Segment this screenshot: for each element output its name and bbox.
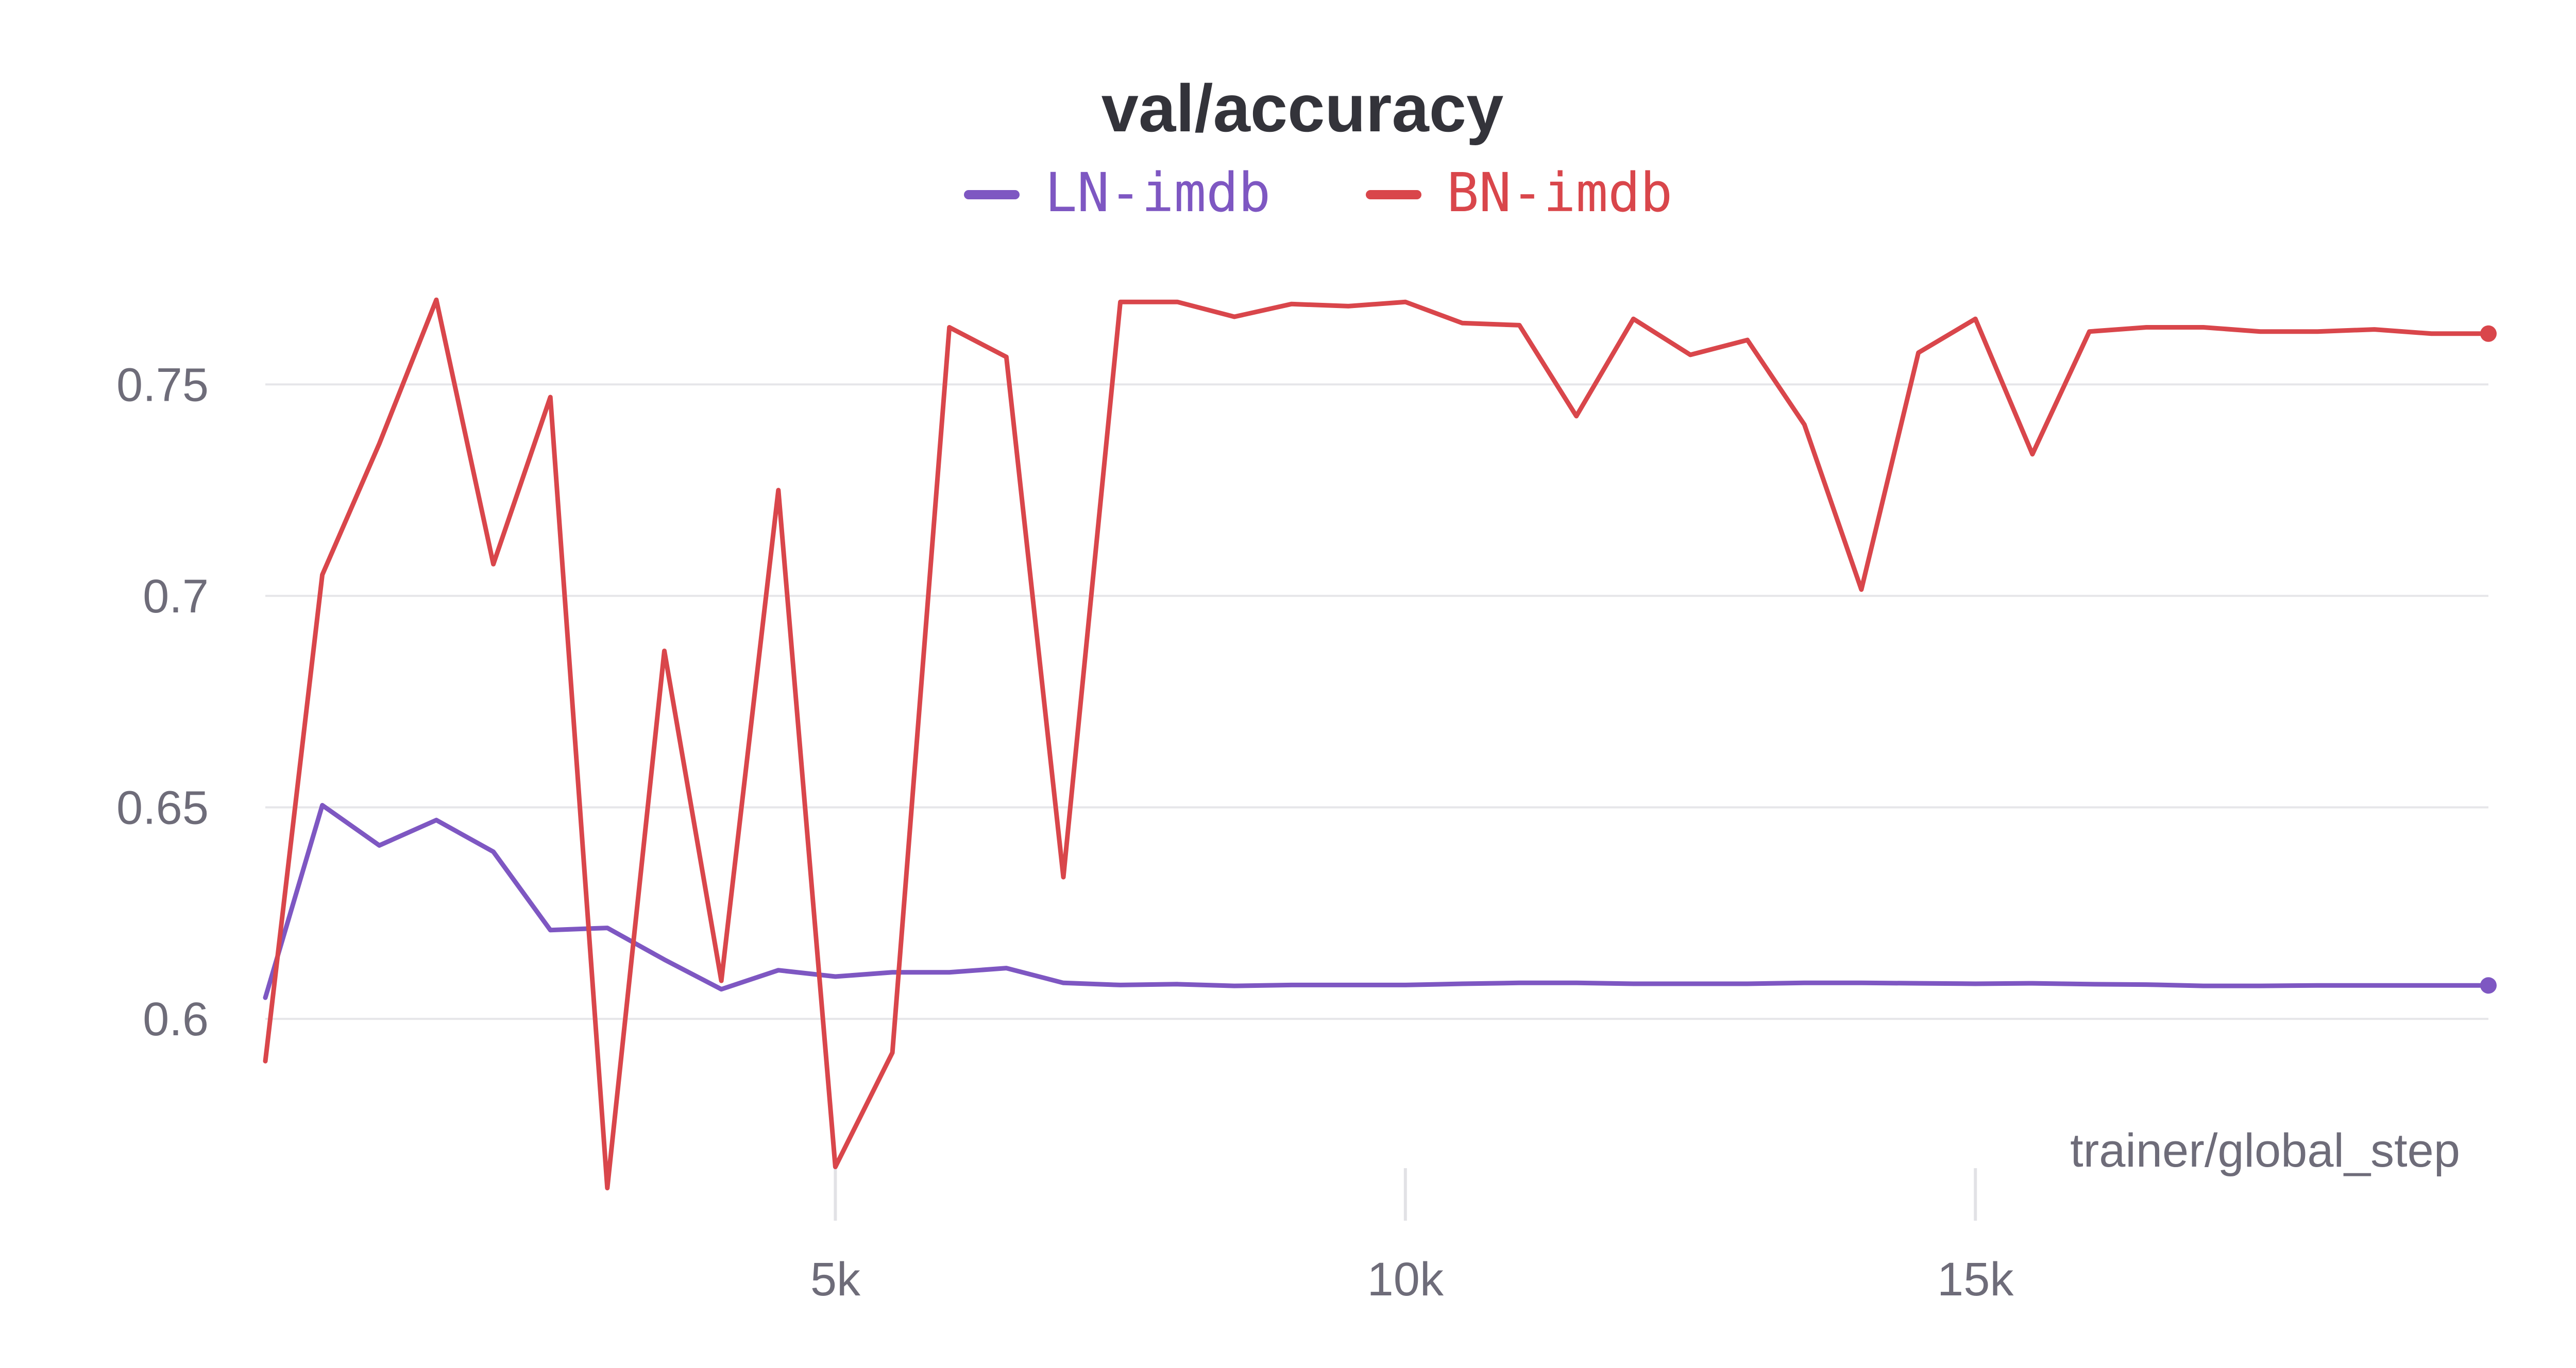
y-tick-label: 0.7 — [143, 570, 209, 623]
legend-label-bn: BN-imdb — [1447, 161, 1672, 224]
x-tick-label: 15k — [1937, 1253, 2014, 1306]
series-line-ln-imdb[interactable] — [263, 802, 2491, 1000]
x-tick-label: 10k — [1367, 1253, 1444, 1306]
x-axis: 5k 10k 15k — [810, 1168, 2014, 1306]
grid — [265, 383, 2488, 1020]
y-tick-label: 0.65 — [116, 782, 209, 834]
series-group — [263, 297, 2497, 1191]
x-axis-title: trainer/global_step — [2070, 1124, 2460, 1177]
series-line-bn-imdb[interactable] — [263, 297, 2491, 1191]
legend-item-bn[interactable]: BN-imdb — [1366, 161, 1672, 224]
series-end-point-bn-imdb[interactable] — [2480, 325, 2497, 342]
legend: LN-imdb BN-imdb — [964, 161, 1672, 224]
legend-item-ln[interactable]: LN-imdb — [964, 161, 1270, 224]
series-end-point-ln-imdb[interactable] — [2480, 977, 2497, 994]
y-tick-label: 0.75 — [116, 358, 209, 411]
chart-title: val/accuracy — [1101, 71, 1504, 146]
legend-label-ln: LN-imdb — [1045, 161, 1270, 224]
y-axis: 0.6 0.65 0.7 0.75 — [116, 358, 209, 1046]
y-tick-label: 0.6 — [143, 993, 209, 1046]
x-tick-label: 5k — [810, 1253, 861, 1306]
